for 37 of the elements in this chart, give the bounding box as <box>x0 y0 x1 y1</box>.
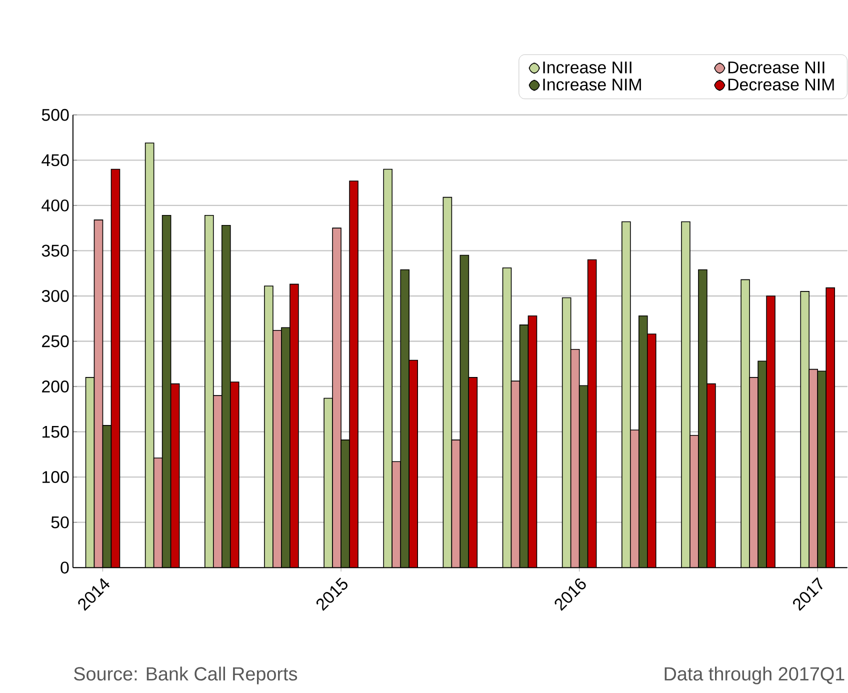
bar <box>587 259 597 568</box>
y-tick-label: 350 <box>42 244 69 256</box>
bar <box>519 324 529 568</box>
bar <box>110 168 120 568</box>
y-tick-label: 200 <box>42 380 69 392</box>
legend-label: Decrease NII <box>728 61 824 74</box>
bar <box>460 254 470 568</box>
y-tick-label: 300 <box>42 290 69 302</box>
bar <box>162 214 172 568</box>
y-tick-label: 400 <box>42 199 69 212</box>
y-tick-label: 250 <box>42 335 69 347</box>
bar <box>502 267 512 568</box>
y-tick-label: 50 <box>51 516 69 528</box>
bar <box>570 348 580 568</box>
bar <box>102 424 112 568</box>
legend-label: Increase NIM <box>543 78 641 90</box>
bar <box>451 439 461 568</box>
y-tick-label: 450 <box>42 154 69 166</box>
y-tick-label: 0 <box>60 561 69 574</box>
bar <box>562 297 572 568</box>
bar <box>144 142 154 568</box>
y-tick-label: 100 <box>42 470 69 483</box>
bar <box>528 315 538 568</box>
bar <box>578 384 588 568</box>
bar <box>468 376 478 568</box>
bar <box>510 380 520 568</box>
bar <box>94 219 104 568</box>
legend-label: Increase NII <box>543 61 632 74</box>
text: Data through 2017Q1 <box>664 666 844 684</box>
y-tick-label: 500 <box>42 108 69 121</box>
legend-label: Decrease NIM <box>728 78 834 90</box>
bar <box>153 457 163 568</box>
bar <box>442 196 452 568</box>
y-tick-label: 150 <box>42 426 69 438</box>
bar <box>170 383 180 568</box>
source-note: Source: Bank Call Reports <box>74 666 298 684</box>
bar <box>85 376 95 568</box>
